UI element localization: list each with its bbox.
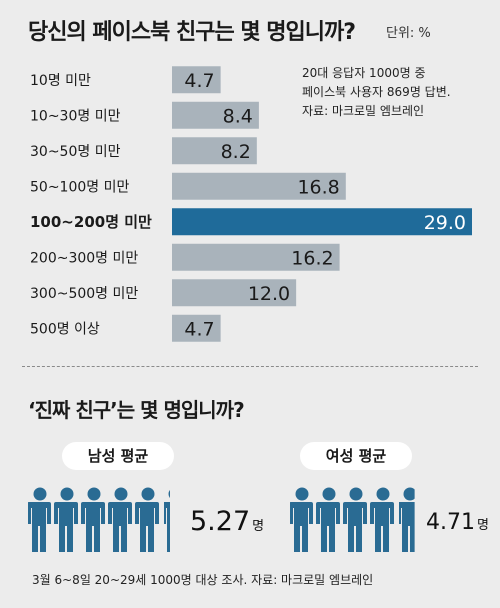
female-average-value: 4.71 명 — [426, 510, 489, 535]
person-icon — [108, 487, 132, 552]
person-icon — [370, 487, 394, 552]
female-average-label: 여성 평균 — [300, 442, 412, 470]
male-average-label: 남성 평균 — [62, 442, 174, 470]
male-average-value: 5.27 명 — [190, 506, 264, 537]
bar — [172, 172, 346, 200]
male-average-unit: 명 — [252, 519, 265, 534]
person-icon — [28, 487, 51, 552]
bar-value-label: 4.7 — [184, 318, 214, 340]
bar — [172, 314, 221, 342]
person-icon — [343, 487, 367, 552]
bar — [172, 66, 221, 94]
female-average-unit: 명 — [476, 518, 489, 533]
person-icon — [81, 487, 105, 552]
note-line: 자료: 마크로밀 엠브레인 — [302, 104, 425, 118]
bar-value-label: 16.8 — [297, 176, 339, 198]
person-icon — [135, 487, 159, 552]
survey-note: 20대 응답자 1000명 중 페이스북 사용자 869명 답변. 자료: 마크… — [302, 64, 451, 121]
person-icon — [316, 487, 340, 552]
section-divider — [22, 366, 478, 367]
footer-source: 3월 6~8일 20~29세 1000명 대상 조사. 자료: 마크로밀 엠브레… — [32, 573, 374, 587]
chart-title: 당신의 페이스북 친구는 몇 명입니까? — [28, 20, 356, 45]
category-label: 300~500명 미만 — [30, 286, 138, 302]
bar — [172, 101, 259, 129]
male-people-icons — [28, 487, 170, 552]
bar-value-label: 8.4 — [223, 105, 253, 127]
bar-value-label: 29.0 — [424, 212, 466, 234]
category-label: 200~300명 미만 — [30, 250, 138, 266]
person-icon — [399, 487, 415, 552]
person-icon — [290, 487, 313, 552]
category-label: 100~200명 미만 — [30, 213, 152, 231]
bar-chart: 10명 미만 4.7 10~30명 미만 8.4 30~50명 미만 8.2 50~100명… — [30, 66, 472, 342]
category-label: 30~50명 미만 — [30, 144, 121, 160]
section2-title: ‘진짜 친구’는 몇 명입니까? — [28, 398, 245, 422]
category-label: 10~30명 미만 — [30, 108, 121, 124]
female-people-icons — [290, 487, 415, 552]
unit-label: 단위: % — [386, 26, 431, 41]
bar-value-label: 8.2 — [221, 141, 251, 163]
bar — [172, 208, 472, 236]
bar — [172, 243, 340, 271]
bar-value-label: 4.7 — [184, 70, 214, 92]
person-icon — [164, 489, 170, 552]
male-average-number: 5.27 — [190, 506, 251, 537]
person-icon — [54, 487, 78, 552]
female-average-number: 4.71 — [426, 510, 475, 535]
category-label: 500명 이상 — [30, 321, 100, 337]
bar — [172, 137, 257, 165]
bar-value-label: 12.0 — [248, 283, 290, 305]
note-line: 20대 응답자 1000명 중 — [302, 66, 426, 80]
category-label: 50~100명 미만 — [30, 179, 129, 195]
bar-value-label: 16.2 — [291, 247, 333, 269]
bar — [172, 279, 297, 307]
note-line: 페이스북 사용자 869명 답변. — [302, 85, 451, 99]
category-label: 10명 미만 — [30, 73, 91, 89]
